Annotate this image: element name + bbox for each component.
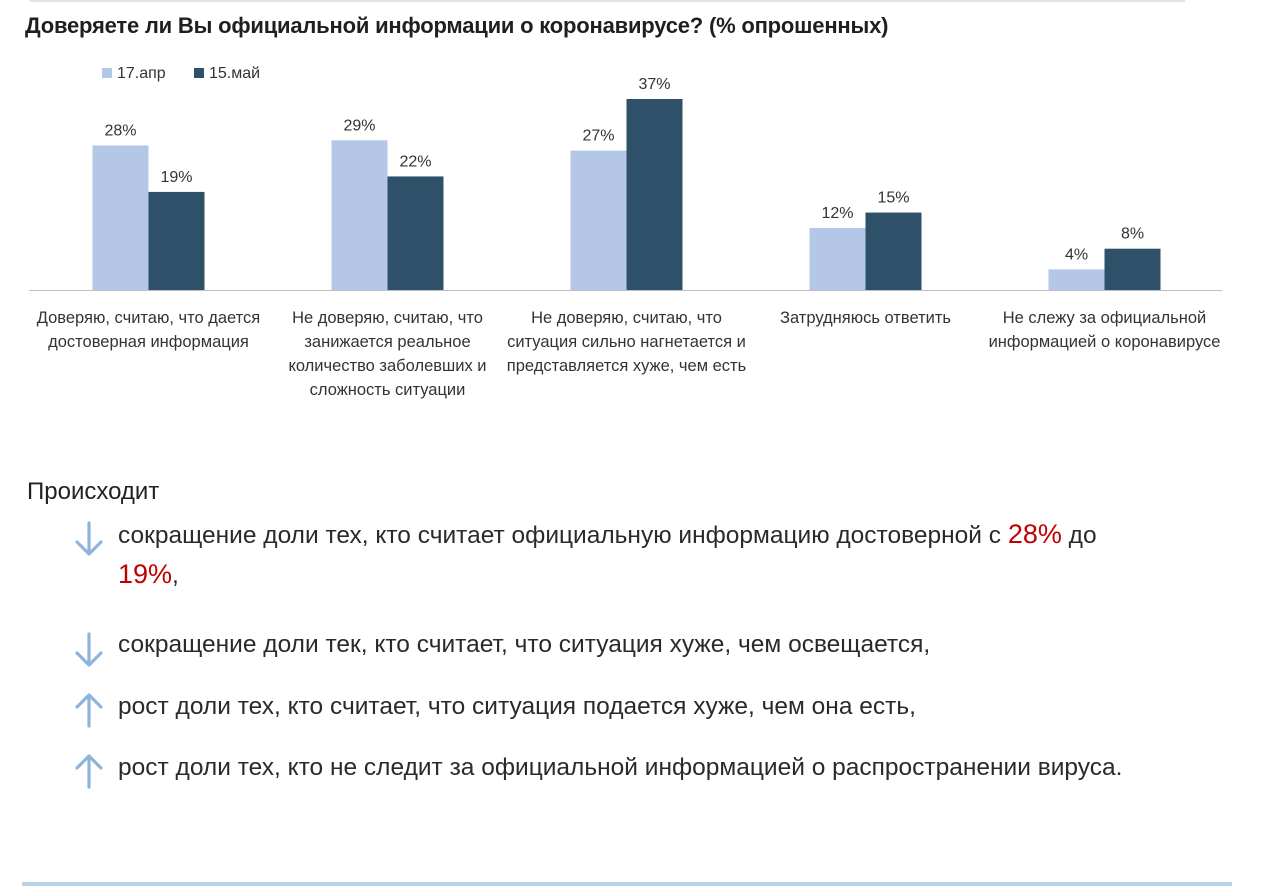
data-label: 37%	[638, 76, 670, 93]
legend-label: 17.апр	[117, 65, 166, 82]
data-label: 8%	[1121, 226, 1144, 243]
data-label: 4%	[1065, 246, 1088, 263]
summary-item: сокращение доли тек, кто считает, что си…	[72, 626, 1232, 667]
bar	[148, 191, 205, 290]
summary-text-part: до	[1061, 522, 1097, 549]
category-label: Не слежу за официальной информацией о ко…	[988, 309, 1221, 351]
summary-heading: Происходит	[27, 478, 160, 505]
summary-text-part: ,	[172, 562, 179, 589]
data-label: 22%	[399, 153, 431, 170]
data-label: 28%	[104, 122, 136, 139]
legend-label: 15.май	[209, 65, 260, 82]
bar	[570, 150, 627, 290]
bar	[92, 145, 149, 290]
bar	[865, 212, 922, 290]
bar	[1048, 269, 1105, 290]
up-arrow-icon	[75, 693, 103, 728]
highlight-value: 19%	[118, 559, 173, 589]
bar	[387, 176, 444, 290]
category-label: Не доверяю, считаю, что ситуация сильно …	[506, 309, 747, 375]
category-label: Затрудняюсь ответить	[779, 309, 952, 327]
down-arrow-icon	[75, 632, 103, 667]
summary-item-text: рост доли тех, кто считает, что ситуация…	[118, 693, 916, 720]
highlight-value: 28%	[1007, 519, 1062, 549]
bar	[331, 140, 388, 290]
category-label: Не доверяю, считаю, что занижается реаль…	[288, 309, 487, 399]
category-label: Доверяю, считаю, что дается достоверная …	[36, 309, 261, 351]
legend: 17.апр 15.май	[102, 65, 260, 82]
bars	[92, 99, 1161, 290]
bar	[626, 99, 683, 290]
data-label: 27%	[582, 128, 614, 145]
bar	[1104, 248, 1161, 290]
summary-item-text: сокращение доли тек, кто считает, что си…	[118, 631, 931, 658]
legend-swatch	[102, 68, 112, 78]
legend-swatch	[194, 68, 204, 78]
summary-item: рост доли тех, кто считает, что ситуация…	[72, 688, 1232, 728]
data-label: 19%	[160, 169, 192, 186]
summary-item: сокращение доли тех, кто считает официал…	[72, 515, 1232, 595]
summary-text-part: сокращение доли тех, кто считает официал…	[118, 522, 1008, 549]
down-arrow-icon	[75, 521, 103, 556]
summary-item: рост доли тех, кто не следит за официаль…	[72, 749, 1232, 789]
summary-item-text: сокращение доли тех, кто считает официал…	[118, 515, 1232, 595]
up-arrow-icon	[75, 754, 103, 789]
summary-item-text: рост доли тех, кто не следит за официаль…	[118, 754, 1123, 781]
chart-title: Доверяете ли Вы официальной информации о…	[25, 13, 889, 38]
bottom-divider	[22, 882, 1232, 886]
top-divider	[30, 0, 1185, 2]
data-label: 15%	[877, 190, 909, 207]
bar-chart: 17.апр 15.май 28% 19% 29% 22% 27% 37% 12% 15% 4% 8…	[29, 65, 1222, 291]
data-label: 12%	[821, 205, 853, 222]
data-label: 29%	[343, 117, 375, 134]
bar	[809, 228, 866, 290]
value-labels: 28% 19% 29% 22% 27% 37% 12% 15% 4% 8%	[104, 76, 1144, 263]
